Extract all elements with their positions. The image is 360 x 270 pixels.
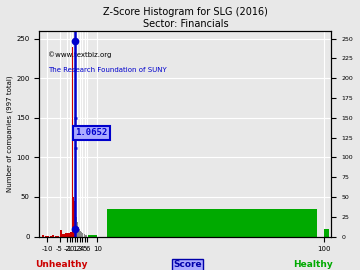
Bar <box>80 231 81 237</box>
Bar <box>50 236 52 237</box>
Bar <box>74 201 75 237</box>
Text: Healthy: Healthy <box>293 260 333 269</box>
Bar <box>86 235 87 237</box>
Bar <box>73 197 74 237</box>
Bar <box>70 232 72 237</box>
Bar <box>85 235 86 237</box>
Text: 1.0652: 1.0652 <box>75 128 107 137</box>
Text: Score: Score <box>173 260 202 269</box>
Bar <box>57 236 59 237</box>
Bar <box>45 236 47 237</box>
Bar <box>324 229 329 237</box>
Bar <box>60 230 62 237</box>
Text: Unhealthy: Unhealthy <box>35 260 87 269</box>
Bar <box>62 234 64 237</box>
Title: Z-Score Histogram for SLG (2016)
Sector: Financials: Z-Score Histogram for SLG (2016) Sector:… <box>103 7 268 29</box>
Bar <box>75 213 76 237</box>
Text: ©www.textbiz.org: ©www.textbiz.org <box>48 52 112 59</box>
Bar <box>78 227 79 237</box>
Bar <box>79 229 80 237</box>
Bar <box>42 235 44 237</box>
Bar <box>87 235 96 237</box>
Bar <box>96 235 97 237</box>
Bar <box>83 233 84 237</box>
Bar <box>82 232 83 237</box>
Bar <box>72 46 73 237</box>
Bar <box>55 236 57 237</box>
Bar <box>65 233 67 237</box>
Bar <box>67 232 69 237</box>
Bar <box>76 217 77 237</box>
Y-axis label: Number of companies (997 total): Number of companies (997 total) <box>7 75 13 192</box>
Bar <box>81 232 82 237</box>
Text: The Research Foundation of SUNY: The Research Foundation of SUNY <box>48 67 167 73</box>
Bar <box>52 235 54 237</box>
Bar <box>47 236 49 237</box>
Bar <box>77 222 78 237</box>
Bar <box>84 234 85 237</box>
Bar <box>107 209 317 237</box>
